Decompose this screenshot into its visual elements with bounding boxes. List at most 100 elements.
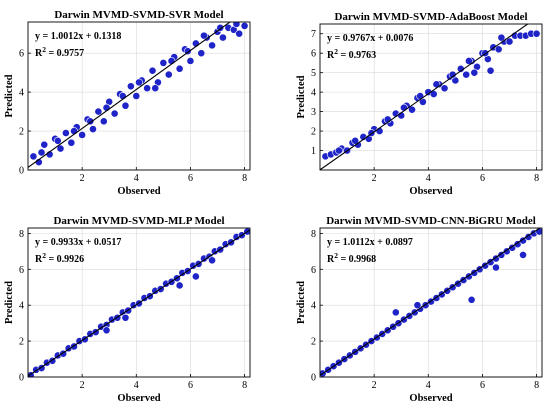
y-tick-label: 6: [19, 265, 24, 276]
data-point: [40, 140, 49, 149]
x-tick-label: 4: [426, 380, 431, 391]
data-point: [235, 29, 244, 38]
data-point: [519, 251, 527, 259]
x-tick-label: 8: [534, 380, 539, 391]
data-point: [29, 152, 38, 161]
y-tick-label: 0: [19, 166, 24, 177]
data-point: [132, 92, 141, 100]
x-tick-label: 6: [480, 173, 485, 184]
x-tick-label: 8: [242, 380, 247, 391]
x-tick-label: 6: [188, 380, 193, 391]
data-point: [532, 29, 541, 38]
data-point: [200, 31, 208, 40]
data-point: [505, 37, 514, 46]
plot-frame: [319, 227, 543, 378]
data-point: [416, 92, 425, 100]
data-point: [462, 70, 471, 79]
r-squared-exponent: 2: [334, 251, 338, 260]
x-tick-label: 2: [372, 173, 377, 184]
data-point: [67, 138, 76, 147]
r-squared: R2 = 0.9757: [35, 45, 84, 59]
data-point: [175, 281, 184, 290]
data-point: [102, 103, 111, 112]
data-point: [524, 233, 533, 241]
y-axis-label: Predicted: [296, 75, 307, 118]
chart-panel-2: 2 4 6 8 1 2 3 4 5 6 7 Darwin MVMD-SVMD-AdaBoost Mod…: [296, 11, 543, 197]
y-tick-label: 2: [19, 127, 24, 138]
y-tick-label: 6: [19, 49, 24, 60]
x-tick-label: 4: [134, 173, 139, 184]
x-tick-label: 4: [426, 173, 431, 184]
data-point: [86, 117, 95, 126]
y-tick-label: 2: [311, 127, 316, 138]
chart-panel-4: 2 4 6 8 0 2 4 6 8 Darwin MVMD-SVMD-CNN-BiGRU Mode…: [296, 215, 543, 404]
regression-line: [320, 24, 529, 170]
x-tick-label: 2: [80, 173, 85, 184]
plot-frame: [27, 21, 251, 171]
x-tick-label: 6: [188, 173, 193, 184]
y-tick-label: 6: [311, 49, 316, 60]
plot-frame: [27, 227, 251, 378]
fit-equation: y = 0.9933x + 0.0517: [35, 237, 121, 248]
chart-title: Darwin MVMD-SVMD-MLP Model: [53, 215, 224, 227]
data-point: [513, 240, 522, 249]
data-point: [408, 105, 416, 114]
data-point: [78, 131, 87, 139]
data-point: [191, 272, 200, 281]
data-point: [70, 127, 78, 135]
data-point: [351, 136, 360, 145]
fit-equation: y = 1.0012x + 0.1318: [35, 31, 121, 42]
data-point: [335, 146, 343, 155]
data-point: [159, 58, 168, 67]
data-point: [232, 22, 241, 28]
y-tick-label: 4: [311, 301, 316, 312]
data-point: [164, 70, 173, 79]
data-point: [186, 57, 195, 65]
data-points: [29, 22, 249, 167]
y-tick-label: 7: [311, 29, 316, 40]
data-point: [94, 107, 103, 116]
data-point: [240, 22, 249, 30]
r-squared-value: = 0.9763: [338, 50, 376, 61]
y-tick-label: 0: [311, 373, 316, 384]
data-point: [121, 101, 130, 110]
data-point: [465, 57, 473, 65]
data-point: [440, 84, 449, 93]
x-tick-label: 8: [534, 173, 539, 184]
x-tick-label: 2: [372, 380, 377, 391]
data-point: [467, 295, 476, 304]
x-tick-label: 6: [480, 380, 485, 391]
y-tick-label: 3: [311, 107, 316, 118]
r-squared: R2 = 0.9968: [327, 251, 376, 265]
data-point: [470, 68, 479, 77]
r-squared: R2 = 0.9926: [35, 251, 84, 265]
plot-area: [320, 24, 542, 170]
data-point: [148, 66, 157, 75]
y-tick-label: 1: [311, 146, 316, 157]
r-squared-value: = 0.9968: [338, 254, 376, 265]
r-squared-symbol: R: [35, 48, 43, 59]
data-point: [135, 78, 143, 87]
data-point: [391, 308, 400, 317]
x-tick-label: 2: [80, 380, 85, 391]
data-point: [400, 103, 408, 112]
y-tick-label: 8: [311, 229, 316, 240]
data-point: [183, 47, 192, 56]
data-point: [37, 148, 46, 157]
x-tick-label: 4: [134, 380, 139, 391]
data-point: [497, 33, 506, 42]
x-axis-label: Observed: [117, 393, 160, 404]
y-tick-label: 6: [311, 265, 316, 276]
r-squared-value: = 0.9926: [46, 254, 84, 265]
fit-equation: y = 0.9767x + 0.0076: [327, 33, 413, 44]
regression-line: [28, 22, 231, 168]
r-squared-exponent: 2: [42, 45, 46, 54]
y-tick-label: 2: [311, 337, 316, 348]
y-axis-label: Predicted: [296, 281, 307, 324]
y-tick-label: 0: [19, 373, 24, 384]
y-tick-label: 5: [311, 68, 316, 79]
data-point: [492, 263, 500, 272]
chart-title: Darwin MVMD-SVMD-AdaBoost Model: [334, 11, 527, 23]
x-axis-label: Observed: [117, 186, 160, 197]
